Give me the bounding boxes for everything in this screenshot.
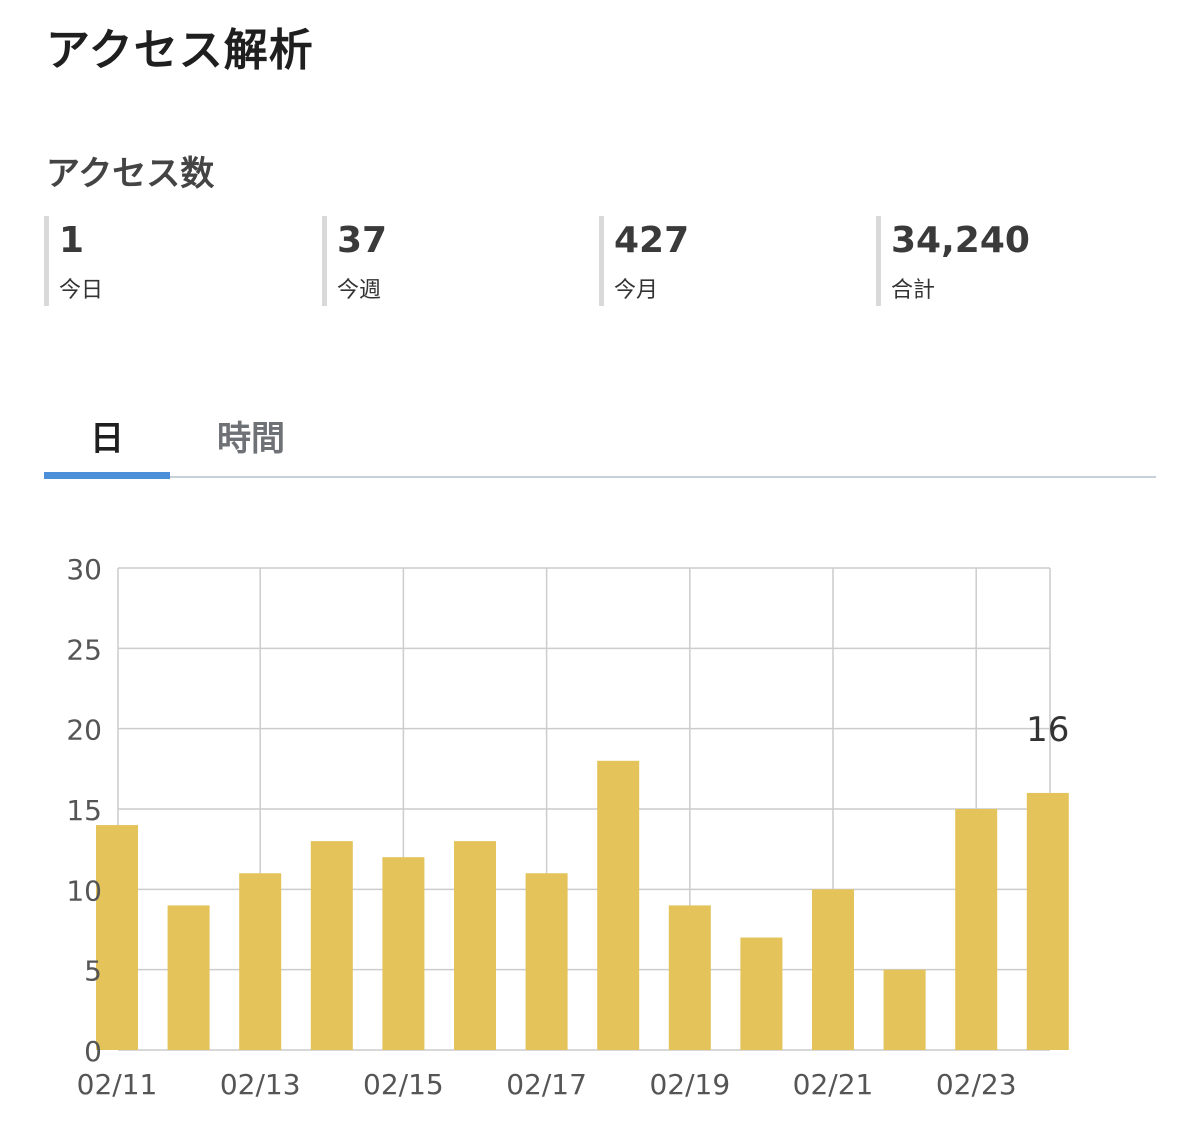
- bar-02-17: [525, 873, 568, 1050]
- stat-value: 1: [59, 220, 85, 261]
- bar-02-16: [454, 841, 496, 1050]
- stat-label: 今月: [614, 278, 659, 303]
- stat-today: 1 今日: [44, 216, 304, 306]
- x-tick-label: 02/13: [220, 1068, 301, 1101]
- access-bar-chart: 0 5 10 15 20 25 30 02/11 02/13 02/15 02/17 02/19 02/…: [66, 553, 1069, 1101]
- stat-total: 34,240 合計: [876, 216, 1136, 306]
- tab-hour[interactable]: 時間: [217, 418, 285, 459]
- x-tick-label: 02/23: [936, 1068, 1017, 1101]
- stat-value: 37: [337, 220, 388, 261]
- bar-data-label: 16: [1026, 710, 1069, 750]
- tab-baseline: [44, 476, 1156, 478]
- stats-row: 1 今日 37 今週 427 今月 34,240 合計: [44, 216, 1156, 308]
- bar-02-15: [382, 857, 425, 1050]
- bar-02-14: [310, 841, 353, 1050]
- section-title: アクセス数: [46, 154, 215, 194]
- y-tick-label: 25: [66, 633, 102, 666]
- bar-02-20: [740, 937, 783, 1050]
- y-tick-label: 20: [66, 714, 102, 747]
- stat-this-week: 37 今週: [322, 216, 582, 306]
- y-tick-label: 30: [66, 553, 102, 586]
- tab-day[interactable]: 日: [90, 418, 124, 459]
- y-tick-label: 0: [84, 1035, 102, 1068]
- stat-label: 今日: [59, 278, 104, 303]
- stat-label: 合計: [891, 278, 936, 303]
- stat-value: 34,240: [891, 220, 1030, 261]
- bar-02-11: [96, 825, 138, 1050]
- bar-02-24: [1026, 792, 1069, 1050]
- page-title: アクセス解析: [46, 25, 314, 76]
- x-tick-label: 02/17: [506, 1068, 587, 1101]
- x-tick-label: 02/11: [77, 1068, 158, 1101]
- y-tick-label: 5: [84, 955, 102, 988]
- stat-label: 今週: [337, 278, 382, 303]
- y-tick-label: 10: [66, 874, 102, 907]
- chart-labels: 0 5 10 15 20 25 30 02/11 02/13 02/15 02/17 02/19 02/…: [66, 553, 1069, 1101]
- tab-bar: 日 時間: [44, 390, 1156, 482]
- x-tick-label: 02/15: [363, 1068, 444, 1101]
- bar-02-13: [239, 873, 282, 1050]
- bar-02-23: [955, 809, 998, 1050]
- bar-02-19: [668, 905, 711, 1050]
- stat-this-month: 427 今月: [599, 216, 859, 306]
- bar-02-18: [597, 760, 640, 1050]
- bar-02-21: [812, 889, 854, 1050]
- bar-02-22: [883, 969, 926, 1050]
- x-tick-label: 02/19: [649, 1068, 730, 1101]
- x-tick-label: 02/21: [793, 1068, 874, 1101]
- tab-active-indicator: [44, 472, 170, 479]
- chart-bars: [96, 760, 1069, 1050]
- stat-value: 427: [614, 220, 690, 261]
- bar-02-12: [167, 905, 210, 1050]
- y-tick-label: 15: [66, 794, 102, 827]
